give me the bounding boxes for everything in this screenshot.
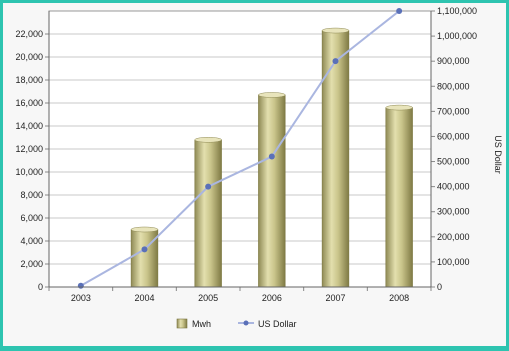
bar-mwh-2007 [321, 30, 350, 288]
bar-top-cap [385, 104, 413, 111]
y-right-tick-label: 800,000 [437, 81, 470, 91]
y-right-tick-label: 900,000 [437, 56, 470, 66]
y-left-tick-label: 22,000 [15, 29, 43, 39]
y-left-tick-label: 12,000 [15, 144, 43, 154]
point-us-dollar-2007 [332, 58, 339, 65]
y-left-tick-label: 20,000 [15, 52, 43, 62]
bar-mwh-2008 [385, 107, 413, 288]
y-left-tick-label: 0 [38, 282, 43, 292]
line-series [77, 8, 403, 289]
y-right-tick-label: 100,000 [437, 257, 470, 267]
bar-top-cap [258, 92, 286, 98]
y-left-tick-label: 8,000 [20, 190, 43, 200]
x-tick-label: 2007 [325, 293, 345, 303]
y-right-axis-title: US Dollar [493, 135, 503, 174]
chart-frame: 0 2,000 4,000 6,000 8,000 10,000 12,000 14,000 1… [3, 3, 506, 346]
chart-svg: 0 2,000 4,000 6,000 8,000 10,000 12,000 14,000 1… [15, 6, 503, 329]
x-tick-label: 2005 [198, 293, 218, 303]
y-right-tick-label: 200,000 [437, 232, 470, 242]
x-tick-label: 2003 [71, 293, 91, 303]
bar-top-cap [130, 226, 159, 233]
gridlines [48, 10, 432, 288]
point-us-dollar-2005 [205, 183, 212, 190]
y-left-tick-label: 2,000 [20, 259, 43, 269]
bar-series [130, 27, 413, 288]
legend-swatch-us-dollar-marker [243, 320, 249, 326]
y-left-tick-label: 18,000 [15, 75, 43, 85]
legend: Mwh US Dollar [176, 318, 297, 329]
y-right-tick-label: 700,000 [437, 106, 470, 116]
point-us-dollar-2008 [396, 8, 403, 14]
point-us-dollar-2004 [141, 246, 148, 253]
line-us-dollar [80, 10, 400, 287]
legend-swatch-mwh [176, 318, 188, 329]
y-right-tick-label: 0 [437, 282, 442, 292]
y-right-tick-label: 1,000,000 [437, 31, 477, 41]
bar-mwh-2005 [194, 139, 222, 288]
y-left-tick-label: 4,000 [20, 236, 43, 246]
point-us-dollar-2003 [77, 282, 84, 289]
axes: 0 2,000 4,000 6,000 8,000 10,000 12,000 14,000 1… [15, 6, 503, 303]
y-right-tick-label: 600,000 [437, 131, 470, 141]
y-right-tick-label: 300,000 [437, 207, 470, 217]
y-left-tick-label: 6,000 [20, 213, 43, 223]
y-left-tick-label: 14,000 [15, 121, 43, 131]
point-us-dollar-2006 [268, 153, 275, 160]
bar-mwh-2006 [258, 94, 286, 288]
x-tick-label: 2004 [134, 293, 154, 303]
y-right-tick-label: 500,000 [437, 157, 470, 167]
y-left-tick-label: 16,000 [15, 98, 43, 108]
x-tick-label: 2006 [262, 293, 282, 303]
bar-mwh-2004 [130, 229, 159, 288]
y-left-tick-label: 10,000 [15, 167, 43, 177]
y-right-tick-label: 1,100,000 [437, 6, 477, 16]
bar-top-cap [194, 137, 222, 143]
legend-label-us-dollar: US Dollar [258, 319, 297, 329]
y-right-tick-label: 400,000 [437, 182, 470, 192]
x-tick-label: 2008 [389, 293, 409, 303]
legend-label-mwh: Mwh [192, 319, 211, 329]
bar-top-cap [321, 27, 350, 34]
